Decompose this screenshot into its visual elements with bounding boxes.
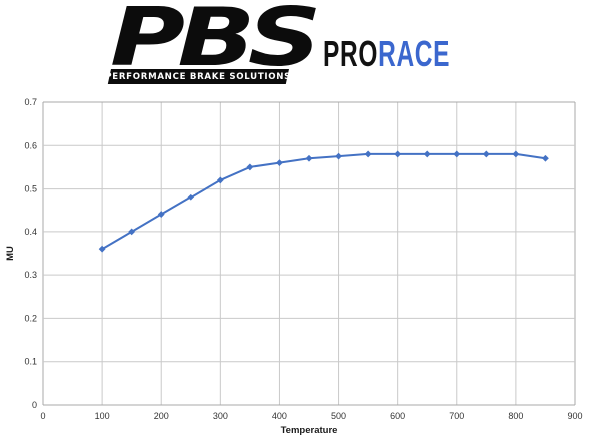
data-point-marker <box>187 193 195 201</box>
data-point-marker <box>364 150 372 158</box>
x-tick-label: 200 <box>154 411 169 421</box>
y-tick-label: 0.3 <box>24 270 37 280</box>
data-point-marker <box>305 154 313 162</box>
y-tick-label: 0.6 <box>24 140 37 150</box>
data-point-marker <box>512 150 520 158</box>
x-tick-label: 100 <box>95 411 110 421</box>
pbs-logo-text: PBS <box>110 0 322 84</box>
product-wordmark: PRORACE <box>323 36 450 72</box>
data-point-marker <box>246 163 254 171</box>
x-tick-label: 600 <box>390 411 405 421</box>
x-tick-label: 500 <box>331 411 346 421</box>
y-tick-label: 0.5 <box>24 184 37 194</box>
data-point-marker <box>98 245 106 253</box>
x-tick-label: 300 <box>213 411 228 421</box>
product-wordmark-race: RACE <box>378 33 451 74</box>
data-point-marker <box>216 176 224 184</box>
data-point-marker <box>394 150 402 158</box>
data-point-marker <box>542 154 549 162</box>
y-tick-label: 0.4 <box>24 227 37 237</box>
data-line <box>101 152 547 251</box>
x-tick-label: 0 <box>40 411 45 421</box>
product-wordmark-pro: PRO <box>323 33 379 74</box>
x-tick-label: 700 <box>449 411 464 421</box>
data-point-marker <box>157 211 165 218</box>
x-tick-label: 400 <box>272 411 287 421</box>
data-point-marker <box>482 150 490 158</box>
y-tick-label: 0.7 <box>24 97 37 107</box>
data-point-marker <box>453 150 461 158</box>
x-tick-label: 900 <box>567 411 582 421</box>
data-point-marker <box>276 159 283 166</box>
y-tick-label: 0.2 <box>24 313 37 323</box>
y-axis-title: MU <box>5 246 16 261</box>
x-axis-title: Temperature <box>281 425 338 436</box>
data-point-marker <box>128 228 136 236</box>
y-tick-label: 0 <box>32 400 37 410</box>
data-point-marker <box>423 150 431 158</box>
data-point-marker <box>335 152 342 160</box>
y-tick-label: 0.1 <box>24 357 37 367</box>
x-tick-label: 800 <box>508 411 523 421</box>
pbs-logo: PBS PERFORMANCE BRAKE SOLUTIONS <box>106 0 322 88</box>
